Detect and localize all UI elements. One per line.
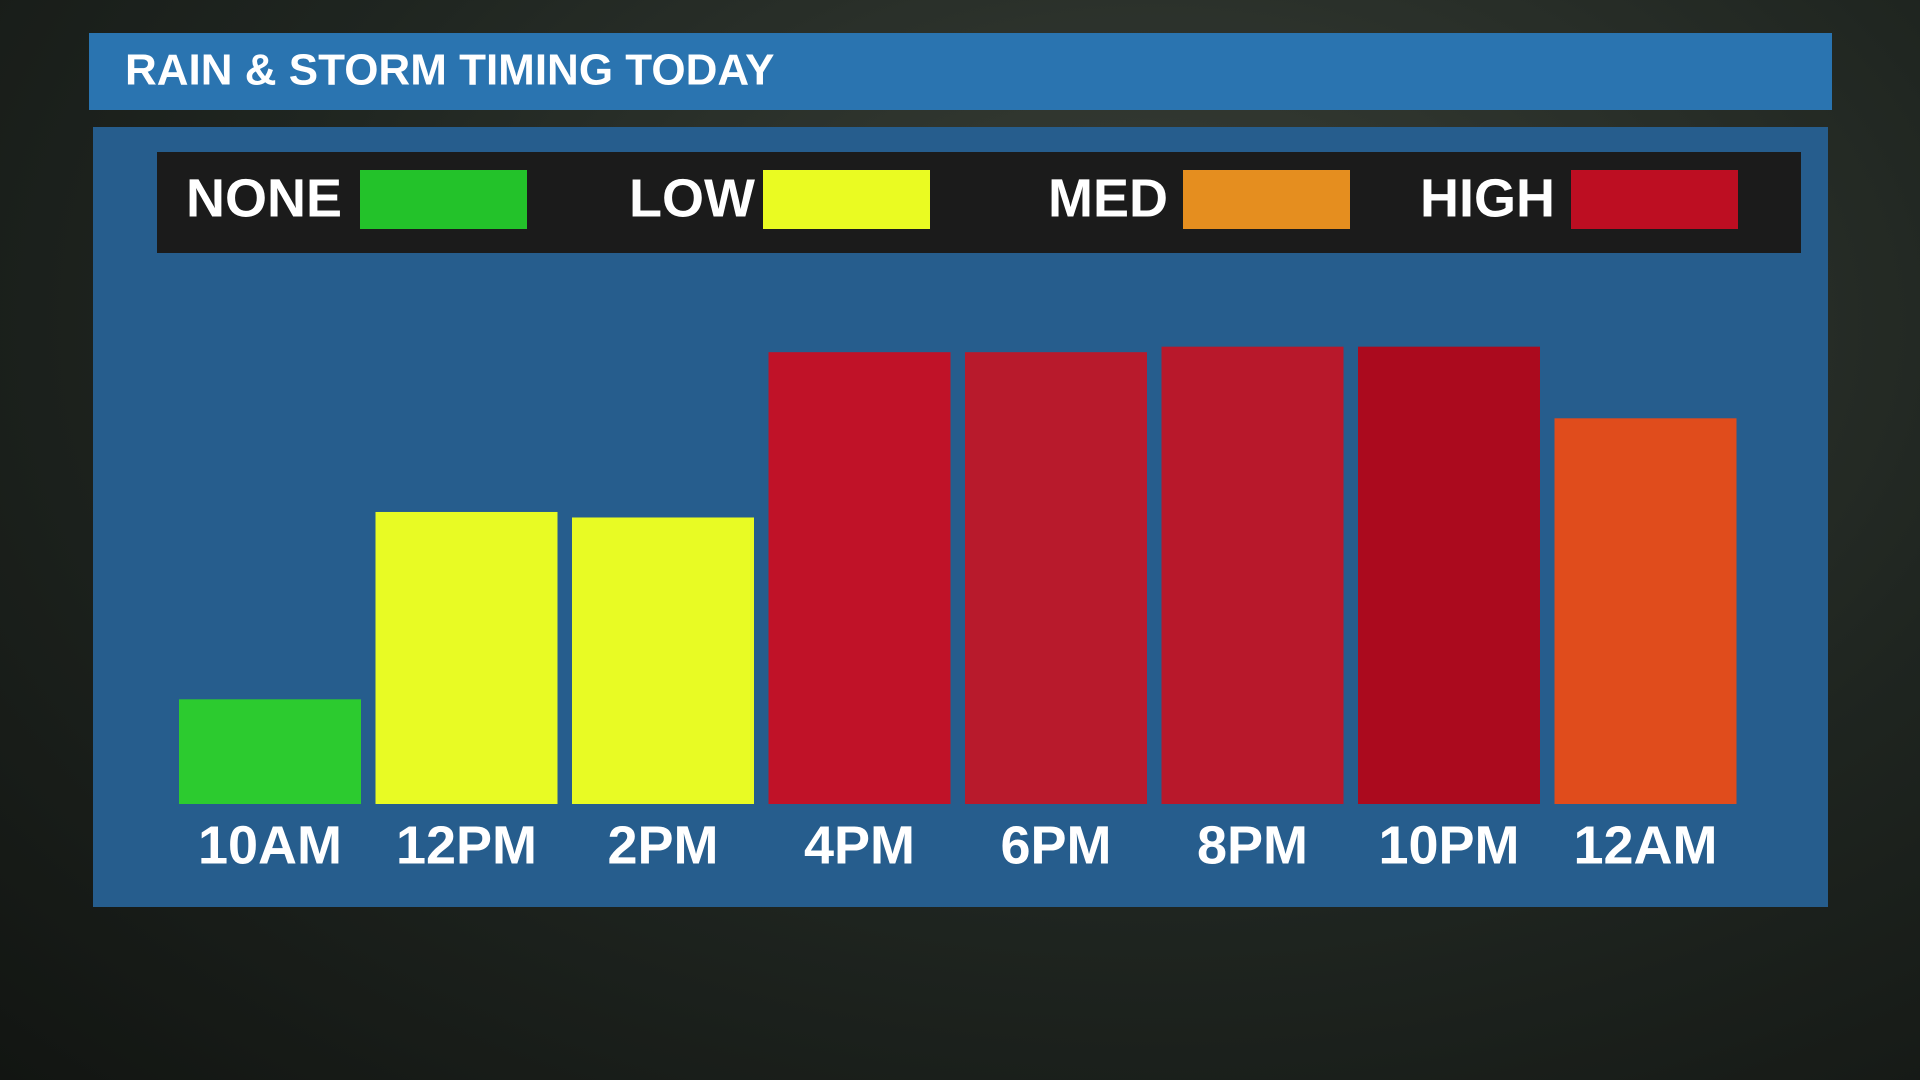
legend-swatch xyxy=(1183,170,1350,229)
x-tick-label: 8PM xyxy=(1197,815,1308,875)
x-tick-label: 12PM xyxy=(396,815,537,875)
legend-label: LOW xyxy=(629,168,755,228)
x-tick-label: 10AM xyxy=(198,815,342,875)
bar xyxy=(1161,346,1344,804)
x-tick-label: 6PM xyxy=(1000,815,1111,875)
bar xyxy=(375,511,558,804)
x-tick-label: 4PM xyxy=(804,815,915,875)
legend-swatch xyxy=(763,170,930,229)
bar xyxy=(1358,346,1540,804)
bar xyxy=(965,352,1147,804)
legend-label: HIGH xyxy=(1420,168,1555,228)
legend-label: MED xyxy=(1048,168,1168,228)
legend-swatch xyxy=(360,170,527,229)
legend-label: NONE xyxy=(186,168,342,228)
header-bar xyxy=(89,33,1832,110)
bar xyxy=(179,699,361,804)
x-tick-label: 12AM xyxy=(1573,815,1717,875)
x-tick-label: 2PM xyxy=(607,815,718,875)
bar xyxy=(768,352,951,804)
bar xyxy=(572,517,754,804)
chart-title: RAIN & STORM TIMING TODAY xyxy=(125,46,774,95)
x-tick-label: 10PM xyxy=(1378,815,1519,875)
bar xyxy=(1554,418,1737,804)
legend-swatch xyxy=(1571,170,1738,229)
